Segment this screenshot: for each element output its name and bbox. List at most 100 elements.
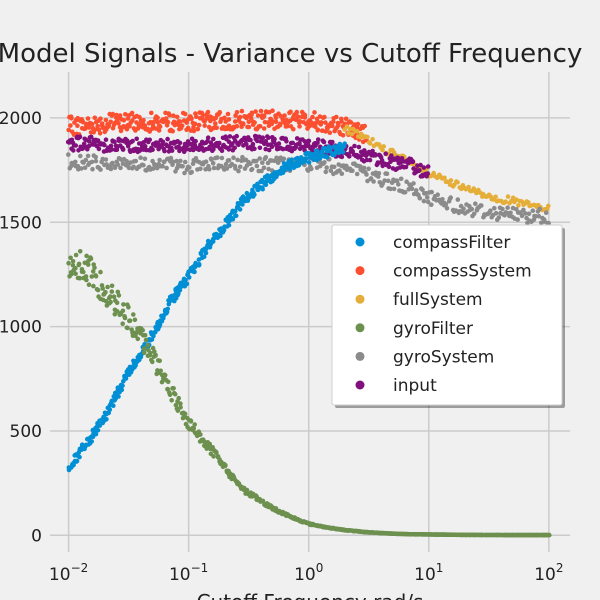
data-point <box>108 119 113 125</box>
data-point <box>257 124 263 129</box>
data-point <box>120 308 126 314</box>
data-point <box>417 195 423 201</box>
data-point <box>445 179 450 184</box>
data-point <box>355 121 361 127</box>
data-point <box>148 119 153 125</box>
data-point <box>380 147 385 153</box>
data-point <box>261 165 267 171</box>
data-point <box>246 124 252 130</box>
data-point <box>339 154 345 160</box>
data-point <box>165 136 170 142</box>
data-point <box>385 178 391 184</box>
data-point <box>177 140 183 146</box>
data-point <box>425 171 431 176</box>
data-point <box>121 302 126 307</box>
data-point <box>83 274 89 279</box>
data-point <box>77 249 83 254</box>
data-point <box>519 213 525 219</box>
data-point <box>167 392 173 398</box>
data-point <box>196 122 202 128</box>
data-point <box>96 127 102 133</box>
data-point <box>294 109 300 115</box>
data-point <box>85 153 91 159</box>
data-point <box>200 113 206 118</box>
data-point <box>77 454 82 460</box>
data-point <box>346 154 352 159</box>
data-point <box>280 146 286 152</box>
data-point <box>306 138 312 144</box>
data-point <box>210 161 216 166</box>
data-point <box>90 166 95 172</box>
data-point <box>382 178 387 183</box>
data-point <box>160 163 165 169</box>
data-point <box>112 139 117 144</box>
data-point <box>138 155 143 160</box>
data-point <box>354 171 360 177</box>
data-point <box>128 149 133 154</box>
legend-marker <box>355 237 365 247</box>
data-point <box>175 408 181 413</box>
data-point <box>219 155 225 161</box>
chart-title: Model Signals - Variance vs Cutoff Frequ… <box>0 39 582 69</box>
data-point <box>116 121 121 126</box>
data-point <box>188 141 194 147</box>
data-point <box>73 159 78 165</box>
data-point <box>84 277 89 283</box>
data-point <box>207 441 213 447</box>
legend-label: input <box>393 376 437 396</box>
data-point <box>370 148 375 154</box>
data-point <box>524 215 529 221</box>
data-point <box>243 138 248 143</box>
data-point <box>417 168 422 173</box>
data-point <box>234 123 240 129</box>
data-point <box>104 417 109 422</box>
data-point <box>325 155 330 160</box>
data-point <box>331 164 337 170</box>
data-point <box>237 207 243 212</box>
data-point <box>282 113 287 118</box>
data-point <box>131 312 136 317</box>
data-point <box>170 128 175 134</box>
data-point <box>391 186 397 192</box>
data-point <box>263 146 269 152</box>
x-tick-label: 100 <box>294 561 323 585</box>
data-point <box>176 395 181 401</box>
data-point <box>262 119 268 125</box>
legend-marker <box>355 266 365 276</box>
data-point <box>244 141 249 147</box>
data-point <box>508 210 513 216</box>
data-point <box>461 206 466 212</box>
data-point <box>266 135 271 140</box>
data-point <box>273 119 279 125</box>
data-point <box>93 158 99 164</box>
data-point <box>217 140 222 146</box>
data-point <box>530 208 536 213</box>
data-point <box>290 140 296 146</box>
data-point <box>521 207 526 213</box>
data-point <box>249 166 255 172</box>
data-point <box>315 127 321 132</box>
data-point <box>157 157 162 163</box>
data-point <box>459 186 464 192</box>
data-point <box>250 141 256 147</box>
data-point <box>233 166 238 171</box>
data-point <box>211 454 216 459</box>
data-point <box>214 125 219 131</box>
data-point <box>500 206 505 212</box>
data-point <box>66 260 71 266</box>
data-point <box>275 160 281 165</box>
data-point <box>403 164 409 170</box>
data-point <box>165 119 171 125</box>
data-point <box>186 275 192 280</box>
data-point <box>327 130 333 135</box>
data-point <box>226 222 232 228</box>
data-point <box>429 202 434 207</box>
data-point <box>248 137 253 143</box>
data-point <box>86 139 92 144</box>
data-point <box>153 329 158 335</box>
data-point <box>73 143 78 148</box>
data-point <box>132 317 138 323</box>
data-point <box>66 127 71 133</box>
data-point <box>219 148 225 153</box>
data-point <box>116 293 122 298</box>
